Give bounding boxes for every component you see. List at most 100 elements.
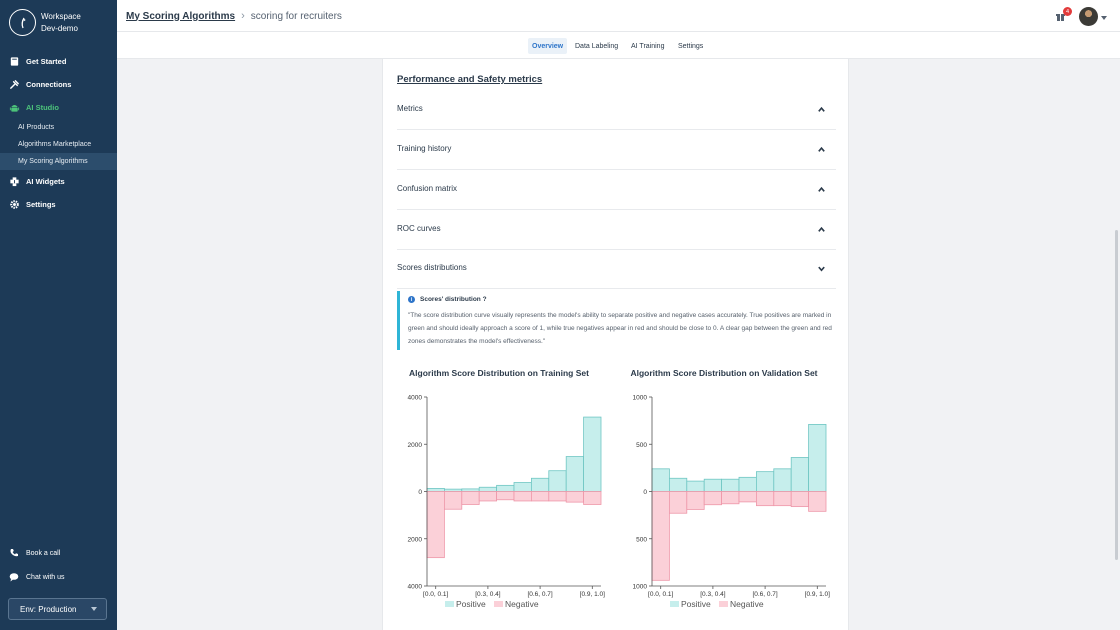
x-tick-label: [0.9, 1.0] xyxy=(805,591,830,598)
sidebar-item-ai-studio[interactable]: AI Studio xyxy=(0,96,117,119)
accordion-metrics[interactable]: Metrics xyxy=(397,90,836,130)
accordion-roc-curves[interactable]: ROC curves xyxy=(397,210,836,250)
accordion-label: ROC curves xyxy=(397,224,441,233)
bar-positive xyxy=(773,468,792,492)
accordion-scores-distributions[interactable]: Scores distributions xyxy=(397,249,836,289)
environment-select[interactable]: Env: Production xyxy=(8,598,107,620)
bar-negative xyxy=(773,491,792,507)
workspace-switcher[interactable]: Workspace Dev-demo xyxy=(9,9,81,36)
legend-label-negative: Negative xyxy=(505,599,539,609)
chat-label: Chat with us xyxy=(26,573,65,581)
bar-negative xyxy=(530,491,550,502)
tab-bar: Overview Data Labeling AI Training Setti… xyxy=(117,32,1120,59)
bar-negative xyxy=(461,491,480,505)
book-call-label: Book a call xyxy=(26,549,61,557)
bar-negative xyxy=(583,491,602,505)
sidebar-item-settings[interactable]: Settings xyxy=(0,193,117,216)
page-scrollbar[interactable] xyxy=(1115,230,1118,560)
bar-positive xyxy=(703,478,722,492)
sidebar-item-ai-widgets[interactable]: AI Widgets xyxy=(0,170,117,193)
chevron-down-icon[interactable] xyxy=(1101,16,1107,20)
chat-icon xyxy=(9,573,19,582)
chart-title: Algorithm Score Distribution on Training… xyxy=(409,368,589,378)
bar-negative xyxy=(565,491,584,503)
x-tick-label: [0.0, 0.1] xyxy=(423,591,448,598)
accordion-label: Confusion matrix xyxy=(397,184,458,193)
tab-data-labeling[interactable]: Data Labeling xyxy=(575,42,619,50)
x-tick-label: [0.3, 0.4] xyxy=(475,591,500,598)
legend-swatch-positive xyxy=(445,601,454,607)
y-tick-label: 0 xyxy=(643,489,647,496)
top-header: My Scoring Algorithms › scoring for recr… xyxy=(117,0,1120,32)
bar-positive xyxy=(496,484,515,492)
workspace-name: Dev-demo xyxy=(41,23,78,33)
bar-positive xyxy=(738,476,757,492)
bar-negative xyxy=(808,491,827,512)
chevron-down-icon xyxy=(818,266,825,272)
accordion-label: Metrics xyxy=(397,104,423,113)
sidebar-subitem-ai-products[interactable]: AI Products xyxy=(18,124,55,131)
info-icon: i xyxy=(408,296,415,303)
sidebar-item-connections[interactable]: Connections xyxy=(0,73,117,96)
tab-settings[interactable]: Settings xyxy=(678,42,704,50)
bar-negative xyxy=(496,491,515,501)
bar-negative xyxy=(444,491,463,510)
bar-negative xyxy=(513,491,532,502)
bar-negative xyxy=(548,491,567,502)
legend-label-positive: Positive xyxy=(681,599,711,609)
accordion-confusion-matrix[interactable]: Confusion matrix xyxy=(397,170,836,210)
breadcrumb: My Scoring Algorithms › scoring for recr… xyxy=(126,10,342,22)
bar-positive xyxy=(513,482,532,492)
info-callout: i Scores' distribution ? "The score dist… xyxy=(397,291,836,350)
x-tick-label: [0.9, 1.0] xyxy=(580,591,605,598)
tab-ai-training[interactable]: AI Training xyxy=(631,42,665,50)
book-icon xyxy=(10,57,19,66)
y-tick-label: 1000 xyxy=(633,584,648,591)
legend-swatch-positive xyxy=(670,601,679,607)
sidebar-item-label: Get Started xyxy=(26,57,67,66)
chevron-up-icon xyxy=(818,186,825,192)
accordion-label: Training history xyxy=(397,144,452,153)
plug-icon xyxy=(10,80,19,89)
sidebar-subitem-my-scoring-algorithms[interactable]: My Scoring Algorithms xyxy=(0,153,117,170)
bar-positive xyxy=(651,468,670,492)
workspace-label: Workspace xyxy=(41,11,81,21)
y-tick-label: 2000 xyxy=(408,536,423,543)
sidebar-item-label: AI Studio xyxy=(26,103,59,112)
bar-negative xyxy=(426,491,445,559)
bar-negative xyxy=(738,491,757,503)
bar-negative xyxy=(721,491,740,505)
bar-negative xyxy=(755,491,775,507)
x-tick-label: [0.6, 0.7] xyxy=(527,591,552,598)
breadcrumb-link[interactable]: My Scoring Algorithms xyxy=(126,10,236,22)
info-title: i Scores' distribution ? xyxy=(408,296,487,303)
bar-negative xyxy=(478,491,497,502)
avatar[interactable] xyxy=(1079,7,1098,26)
accordion-training-history[interactable]: Training history xyxy=(397,130,836,170)
bar-positive xyxy=(808,424,827,492)
metrics-card: Performance and Safety metrics Metrics T… xyxy=(382,59,849,630)
training-distribution-chart: Algorithm Score Distribution on Training… xyxy=(389,368,609,628)
chat-link[interactable]: Chat with us xyxy=(9,572,65,582)
bar-negative xyxy=(669,491,688,514)
y-tick-label: 500 xyxy=(636,442,647,449)
sidebar-subitem-algorithms-marketplace[interactable]: Algorithms Marketplace xyxy=(18,141,92,148)
sidebar-item-label: Settings xyxy=(26,200,56,209)
sidebar-nav: Get Started Connections AI Studio AI Pro… xyxy=(0,50,117,216)
bar-negative xyxy=(790,491,809,508)
sidebar: Workspace Dev-demo Get Started Connectio… xyxy=(0,0,117,630)
bar-positive xyxy=(565,456,584,492)
chart-title: Algorithm Score Distribution on Validati… xyxy=(630,368,818,378)
gift-icon[interactable] xyxy=(1055,11,1066,21)
environment-value: Env: Production xyxy=(20,604,77,614)
sidebar-item-get-started[interactable]: Get Started xyxy=(0,50,117,73)
book-call-link[interactable]: Book a call xyxy=(9,548,60,558)
bar-positive xyxy=(686,480,705,492)
tab-overview[interactable]: Overview xyxy=(528,38,568,54)
accordion-label: Scores distributions xyxy=(397,263,467,272)
legend-label-positive: Positive xyxy=(456,599,486,609)
y-tick-label: 4000 xyxy=(408,584,423,591)
bar-positive xyxy=(548,470,567,492)
